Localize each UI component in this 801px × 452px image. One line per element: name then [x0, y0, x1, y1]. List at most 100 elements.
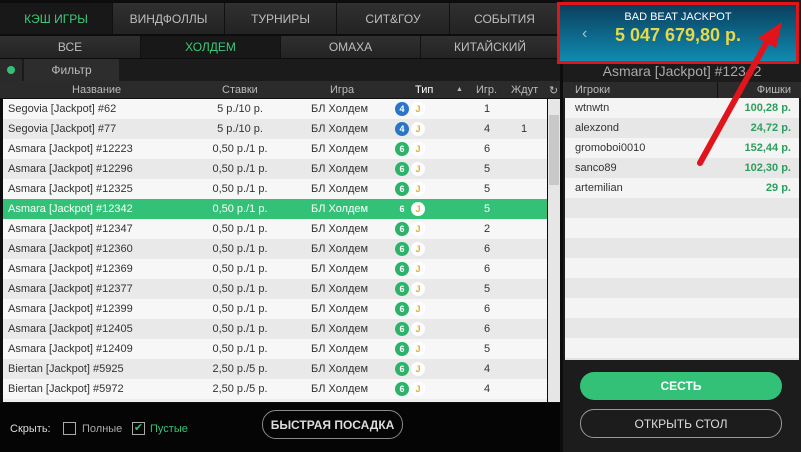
- quick-seat-button[interactable]: БЫСТРАЯ ПОСАДКА: [262, 410, 403, 439]
- table-stakes: 0,50 р./1 р.: [212, 263, 268, 275]
- refresh-icon[interactable]: ↻: [549, 85, 559, 97]
- table-players: 6: [484, 323, 491, 335]
- table-players: 5: [484, 203, 491, 215]
- sit-button[interactable]: СЕСТЬ: [580, 372, 782, 400]
- table-name: Biertan [Jackpot] #5925: [8, 363, 124, 375]
- table-game: БЛ Холдем: [311, 123, 369, 135]
- player-chips: 100,28 р.: [744, 102, 791, 114]
- seats-badge-icon: 4: [395, 122, 409, 136]
- game-type-tabs: ВСЕ ХОЛДЕМ ОМАХА КИТАЙСКИЙ: [0, 36, 560, 58]
- table-name: Asmara [Jackpot] #12369: [8, 263, 133, 275]
- col-name[interactable]: Название: [72, 84, 122, 96]
- hide-empty-label: Пустые: [150, 423, 188, 435]
- empty-row: [565, 238, 799, 258]
- table-players: 5: [484, 183, 491, 195]
- table-row[interactable]: Biertan [Jackpot] #5972 2,50 р./5 р. БЛ …: [3, 379, 547, 399]
- filter-button[interactable]: Фильтр: [24, 59, 119, 81]
- table-players: 6: [484, 263, 491, 275]
- table-name: Segovia [Jackpot] #62: [8, 103, 117, 115]
- chevron-left-icon[interactable]: ‹: [582, 25, 588, 42]
- table-stakes: 5 р./10 р.: [217, 123, 263, 135]
- table-game: БЛ Холдем: [311, 383, 369, 395]
- jackpot-badge-icon: J: [411, 282, 425, 296]
- col-players[interactable]: Игр.: [476, 84, 498, 96]
- table-waiting: 1: [521, 123, 528, 135]
- seats-badge-icon: 6: [395, 282, 409, 296]
- table-row[interactable]: Asmara [Jackpot] #12342 0,50 р./1 р. БЛ …: [3, 199, 547, 219]
- col-game[interactable]: Игра: [330, 84, 355, 96]
- table-row[interactable]: Asmara [Jackpot] #12369 0,50 р./1 р. БЛ …: [3, 259, 547, 279]
- seats-badge-icon: 6: [395, 142, 409, 156]
- table-row[interactable]: Asmara [Jackpot] #12296 0,50 р./1 р. БЛ …: [3, 159, 547, 179]
- table-game: БЛ Холдем: [311, 343, 369, 355]
- player-row: sanco89 102,30 р.: [565, 158, 799, 178]
- seats-badge-icon: 6: [399, 204, 405, 214]
- scrollbar-thumb[interactable]: [549, 115, 559, 185]
- tab-events[interactable]: СОБЫТИЯ: [450, 3, 560, 34]
- player-name: artemilian: [575, 182, 623, 194]
- table-stakes: 0,50 р./1 р.: [212, 203, 268, 215]
- jackpot-badge-icon: J: [411, 242, 425, 256]
- tab-all[interactable]: ВСЕ: [0, 36, 141, 58]
- table-players: 6: [484, 143, 491, 155]
- hide-empty-checkbox[interactable]: ✔: [132, 422, 145, 435]
- seats-badge-icon: 6: [395, 302, 409, 316]
- col-type[interactable]: Тип: [415, 84, 434, 96]
- scrollbar[interactable]: [548, 99, 560, 402]
- table-row[interactable]: Biertan [Jackpot] #5925 2,50 р./5 р. БЛ …: [3, 359, 547, 379]
- selected-table-title: Asmara [Jackpot] #12342: [602, 63, 762, 79]
- tab-cash-games[interactable]: КЭШ ИГРЫ: [0, 3, 113, 34]
- col-stakes[interactable]: Ставки: [222, 84, 258, 96]
- hide-full-checkbox[interactable]: [63, 422, 76, 435]
- table-name: Asmara [Jackpot] #12360: [8, 243, 133, 255]
- player-row: gromoboi0010 152,44 р.: [565, 138, 799, 158]
- table-game: БЛ Холдем: [311, 223, 369, 235]
- table-game: БЛ Холдем: [311, 203, 369, 215]
- table-stakes: 0,50 р./1 р.: [212, 243, 268, 255]
- seats-badge-icon: 6: [395, 162, 409, 176]
- table-row[interactable]: Segovia [Jackpot] #77 5 р./10 р. БЛ Холд…: [3, 119, 547, 139]
- table-list: Segovia [Jackpot] #62 5 р./10 р. БЛ Холд…: [3, 99, 547, 402]
- jackpot-badge-icon: J: [411, 142, 425, 156]
- player-chips: 24,72 р.: [750, 122, 791, 134]
- tab-holdem[interactable]: ХОЛДЕМ: [141, 36, 281, 58]
- seats-badge-icon: 6: [395, 322, 409, 336]
- table-stakes: 2,50 р./5 р.: [212, 383, 268, 395]
- table-game: БЛ Холдем: [311, 163, 369, 175]
- table-game: БЛ Холдем: [311, 103, 369, 115]
- jackpot-badge-icon: J: [411, 322, 425, 336]
- tab-tournaments[interactable]: ТУРНИРЫ: [225, 3, 337, 34]
- table-row[interactable]: Segovia [Jackpot] #62 5 р./10 р. БЛ Холд…: [3, 99, 547, 119]
- table-row[interactable]: Asmara [Jackpot] #12405 0,50 р./1 р. БЛ …: [3, 319, 547, 339]
- table-stakes: 2,50 р./5 р.: [212, 363, 268, 375]
- open-table-button[interactable]: ОТКРЫТЬ СТОЛ: [580, 409, 782, 438]
- table-row[interactable]: Asmara [Jackpot] #12347 0,50 р./1 р. БЛ …: [3, 219, 547, 239]
- seats-badge-icon: 6: [395, 382, 409, 396]
- filter-bar: Фильтр: [0, 59, 560, 81]
- divider: [717, 82, 718, 98]
- col-players-name: Игроки: [575, 84, 611, 96]
- table-row[interactable]: Asmara [Jackpot] #12409 0,50 р./1 р. БЛ …: [3, 339, 547, 359]
- table-row[interactable]: Asmara [Jackpot] #12223 0,50 р./1 р. БЛ …: [3, 139, 547, 159]
- table-row[interactable]: Asmara [Jackpot] #12399 0,50 р./1 р. БЛ …: [3, 299, 547, 319]
- table-row[interactable]: Asmara [Jackpot] #12325 0,50 р./1 р. БЛ …: [3, 179, 547, 199]
- col-waiting[interactable]: Ждут: [511, 84, 539, 96]
- table-row[interactable]: Asmara [Jackpot] #12360 0,50 р./1 р. БЛ …: [3, 239, 547, 259]
- table-name: Asmara [Jackpot] #12342: [8, 203, 133, 215]
- jackpot-title: BAD BEAT JACKPOT: [624, 11, 732, 23]
- tab-sit-and-go[interactable]: СИТ&ГОУ: [337, 3, 450, 34]
- table-name: Asmara [Jackpot] #12409: [8, 343, 133, 355]
- table-row[interactable]: Asmara [Jackpot] #12377 0,50 р./1 р. БЛ …: [3, 279, 547, 299]
- table-header: Название Ставки Игра Тип ▲ Игр. Ждут ↻: [0, 81, 560, 99]
- seats-badge-icon: 6: [395, 342, 409, 356]
- table-game: БЛ Холдем: [311, 263, 369, 275]
- table-game: БЛ Холдем: [311, 143, 369, 155]
- table-info-panel: Asmara [Jackpot] #12342 Игроки Фишки wtn…: [563, 0, 801, 452]
- table-game: БЛ Холдем: [311, 323, 369, 335]
- seats-badge-icon: 6: [395, 362, 409, 376]
- table-stakes: 0,50 р./1 р.: [212, 323, 268, 335]
- jackpot-badge-icon: J: [411, 162, 425, 176]
- tab-omaha[interactable]: ОМАХА: [281, 36, 421, 58]
- tab-windfalls[interactable]: ВИНДФОЛЛЫ: [113, 3, 225, 34]
- jackpot-badge-icon: J: [411, 102, 425, 116]
